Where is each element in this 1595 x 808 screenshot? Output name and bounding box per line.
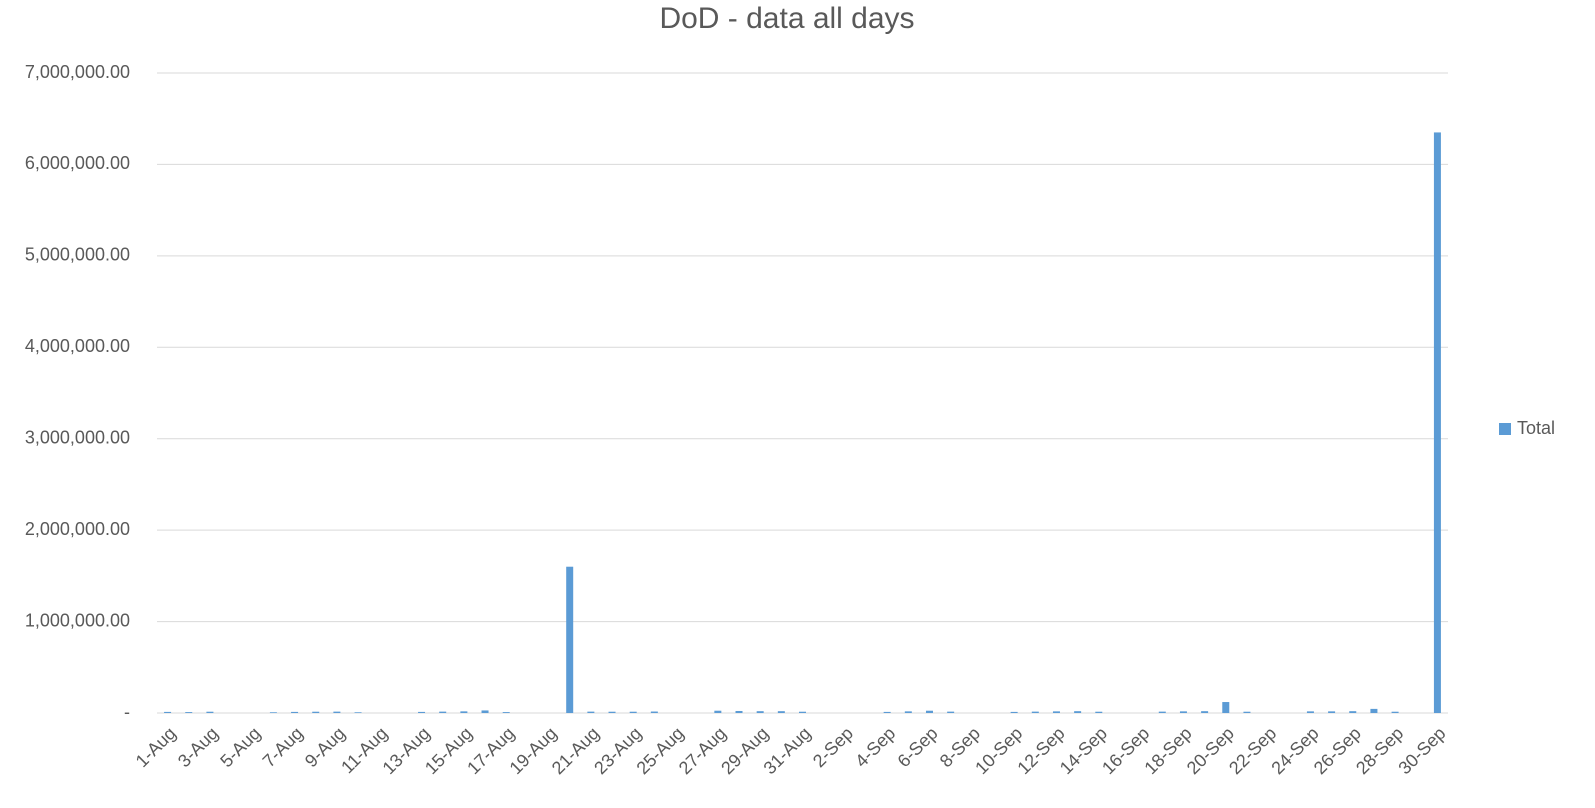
bar xyxy=(1201,711,1209,713)
bar xyxy=(650,711,658,713)
bar xyxy=(883,711,891,713)
x-tick-label: 31-Aug xyxy=(759,723,814,778)
bar xyxy=(947,711,955,713)
y-tick-label: 4,000,000.00 xyxy=(25,336,130,356)
bar xyxy=(608,711,616,713)
bar xyxy=(1370,708,1378,713)
bar xyxy=(185,712,193,713)
bar xyxy=(1052,711,1060,713)
bar xyxy=(1328,711,1336,713)
bar xyxy=(291,711,299,713)
x-tick-label: 4-Sep xyxy=(851,723,899,771)
bar xyxy=(1391,711,1399,713)
bar xyxy=(799,711,806,713)
chart-title: DoD - data all days xyxy=(659,2,914,35)
y-tick-label: - xyxy=(124,702,130,722)
bar xyxy=(566,566,574,713)
bar xyxy=(1349,711,1357,713)
bar xyxy=(354,712,362,713)
bar xyxy=(756,711,764,713)
bar xyxy=(1074,711,1082,713)
y-tick-label: 3,000,000.00 xyxy=(25,427,130,447)
bar xyxy=(206,711,214,713)
bar xyxy=(164,711,172,713)
bar xyxy=(587,711,595,713)
bar xyxy=(1095,711,1103,713)
bar xyxy=(925,710,933,713)
x-tick-label: 2-Sep xyxy=(809,723,857,771)
x-tick-label: 3-Aug xyxy=(174,723,222,771)
y-tick-label: 2,000,000.00 xyxy=(25,519,130,539)
legend-swatch xyxy=(1499,423,1511,435)
bar xyxy=(714,710,722,713)
x-tick-label: 1-Aug xyxy=(132,723,180,771)
bar xyxy=(735,710,743,713)
x-tick-label: 7-Aug xyxy=(259,723,307,771)
legend-label: Total xyxy=(1517,418,1555,438)
x-tick-label: 5-Aug xyxy=(216,723,264,771)
bar xyxy=(1433,132,1441,713)
y-tick-label: 1,000,000.00 xyxy=(25,610,130,630)
bar xyxy=(481,710,489,713)
bar xyxy=(502,712,510,713)
bar xyxy=(1306,711,1314,713)
bar xyxy=(333,711,341,713)
y-tick-label: 5,000,000.00 xyxy=(25,245,130,265)
bar xyxy=(1179,711,1187,713)
bar xyxy=(777,711,785,713)
bar xyxy=(269,712,277,713)
bar xyxy=(1031,711,1039,713)
bar xyxy=(1010,711,1018,713)
x-tick-label: 6-Sep xyxy=(894,723,942,771)
bar xyxy=(904,711,912,713)
y-tick-label: 7,000,000.00 xyxy=(25,62,130,82)
bar xyxy=(460,711,468,713)
bar xyxy=(1222,702,1230,713)
bar xyxy=(418,711,426,713)
bar xyxy=(1243,711,1251,713)
bar xyxy=(629,711,637,713)
bar xyxy=(312,711,320,713)
x-tick-label: 30-Sep xyxy=(1394,723,1449,778)
bar xyxy=(1158,711,1166,713)
y-tick-label: 6,000,000.00 xyxy=(25,153,130,173)
bar xyxy=(439,711,447,713)
